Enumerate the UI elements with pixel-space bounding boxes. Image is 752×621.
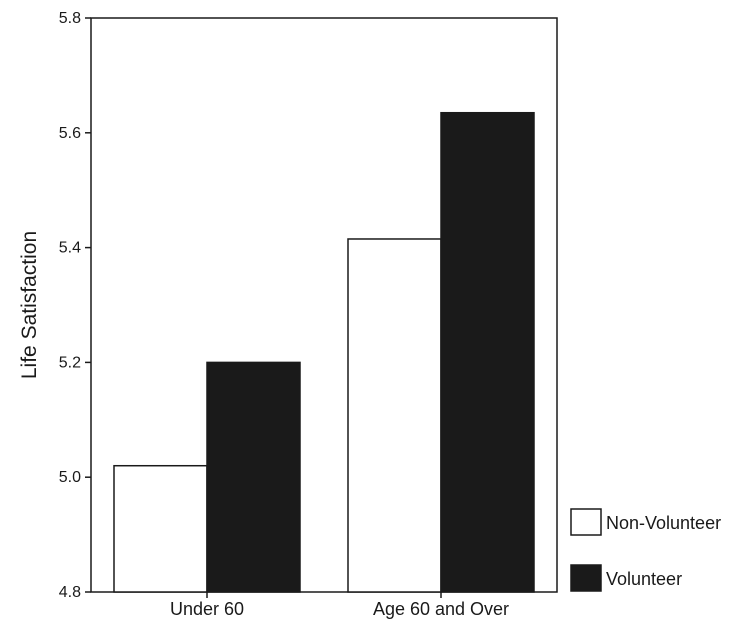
y-tick-label: 4.8	[59, 584, 81, 601]
x-tick-label: Age 60 and Over	[373, 599, 509, 619]
y-tick-label: 5.4	[59, 240, 81, 257]
bars	[113, 111, 535, 593]
bar-non-volunteer-1	[347, 238, 442, 593]
legend-swatch	[570, 564, 602, 592]
bar-volunteer-0	[206, 361, 301, 593]
plot-frame	[90, 17, 558, 593]
y-tick-label: 5.2	[59, 354, 81, 371]
legend-label: Non-Volunteer	[606, 513, 721, 533]
y-tick-label: 5.0	[59, 469, 81, 486]
y-axis: 4.8 5.0 5.2 5.4 5.6 5.8	[59, 10, 91, 601]
bar-volunteer-1	[440, 111, 535, 593]
legend-label: Volunteer	[606, 569, 682, 589]
y-tick-label: 5.8	[59, 10, 81, 27]
y-tick-label: 5.6	[59, 125, 81, 142]
x-tick-label: Under 60	[170, 599, 244, 619]
legend-swatch	[570, 508, 602, 536]
y-axis-title: Life Satisfaction	[18, 231, 41, 379]
x-axis: Under 60 Age 60 and Over	[170, 592, 509, 619]
legend: Non-Volunteer Volunteer	[570, 508, 721, 592]
bar-non-volunteer-0	[113, 464, 208, 593]
